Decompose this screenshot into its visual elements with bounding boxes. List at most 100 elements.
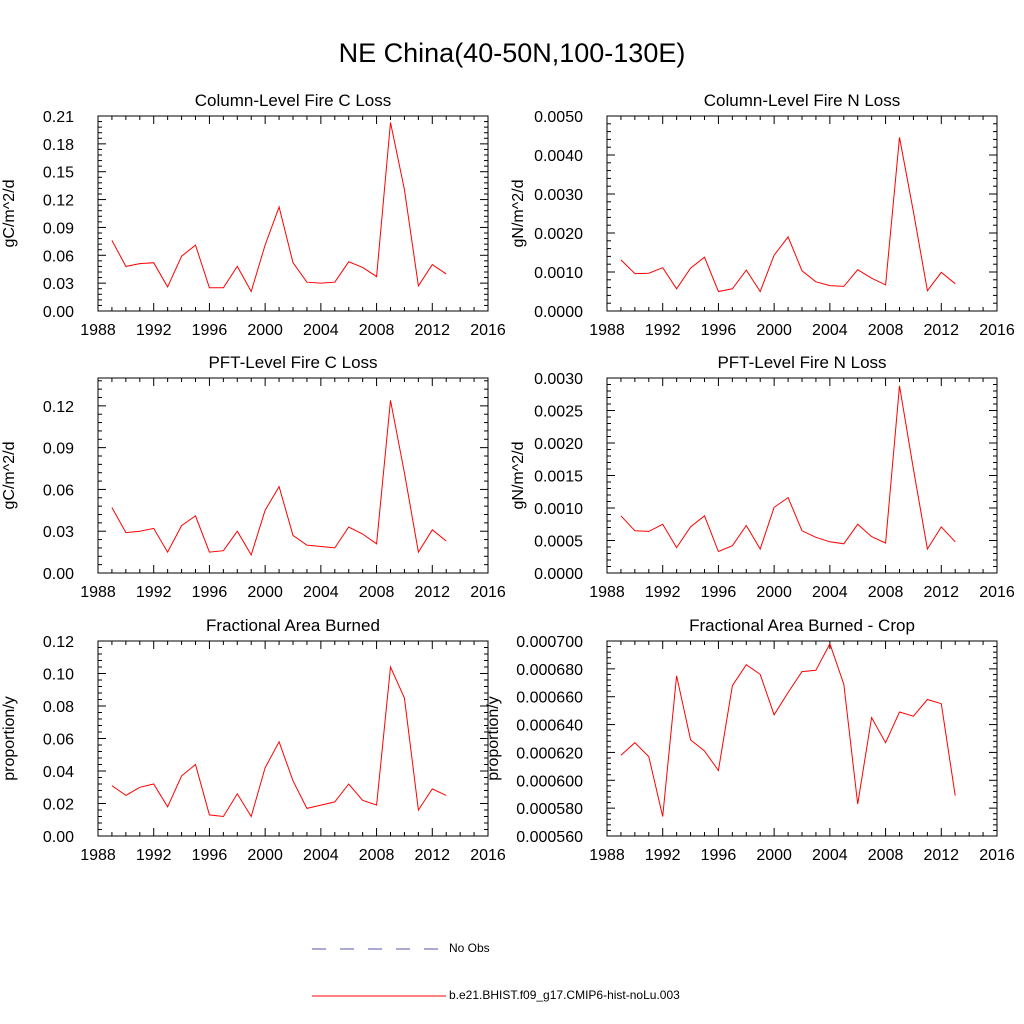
x-tick-label: 2012 <box>414 847 450 864</box>
series-line <box>111 122 447 293</box>
x-tick-label: 1988 <box>589 322 625 339</box>
x-tick-label: 1992 <box>645 322 681 339</box>
y-axis-label: gC/m^2/d <box>1 180 18 248</box>
x-tick-label: 2016 <box>470 322 506 339</box>
x-tick-label: 2016 <box>470 584 506 601</box>
x-tick-label: 1992 <box>645 584 681 601</box>
y-tick-label: 0.12 <box>43 634 74 651</box>
x-tick-label: 2016 <box>979 584 1015 601</box>
y-tick-label: 0.06 <box>43 248 74 265</box>
x-tick-label: 2000 <box>247 322 283 339</box>
chart-panel-3: 1988 1992 1996 2000 2004 2008 2012 2016 0.00 0.03… <box>1 353 506 601</box>
x-tick-label: 2012 <box>923 847 959 864</box>
y-tick-label: 0.0000 <box>534 304 583 321</box>
y-tick-label: 0.000620 <box>516 745 583 762</box>
x-tick-label: 1996 <box>192 847 228 864</box>
panel-title: PFT-Level Fire C Loss <box>208 353 377 372</box>
y-tick-label: 0.000600 <box>516 773 583 790</box>
x-tick-label: 2000 <box>756 322 792 339</box>
plot-frame <box>606 377 998 574</box>
y-tick-label: 0.000560 <box>516 829 583 846</box>
x-tick-label: 2004 <box>303 847 339 864</box>
x-tick-label: 1992 <box>645 847 681 864</box>
y-axis-label: gN/m^2/d <box>510 180 527 248</box>
x-tick-label: 2004 <box>812 322 848 339</box>
y-tick-label: 0.03 <box>43 276 74 293</box>
y-tick-label: 0.09 <box>43 220 74 237</box>
x-tick-label: 1988 <box>589 584 625 601</box>
x-tick-label: 2000 <box>756 584 792 601</box>
panel-title: Fractional Area Burned - Crop <box>689 616 915 635</box>
y-tick-label: 0.0020 <box>534 226 583 243</box>
y-axis-label: proportion/y <box>485 696 502 781</box>
x-tick-label: 1992 <box>136 322 172 339</box>
x-tick-label: 2004 <box>812 584 848 601</box>
series-line <box>620 385 956 553</box>
y-tick-label: 0.0005 <box>534 534 583 551</box>
x-tick-label: 2008 <box>868 322 904 339</box>
y-tick-label: 0.0010 <box>534 265 583 282</box>
plot-frame <box>97 115 489 312</box>
x-tick-label: 1988 <box>80 322 116 339</box>
x-tick-label: 2012 <box>923 322 959 339</box>
y-tick-label: 0.00 <box>43 829 74 846</box>
y-tick-label: 0.0040 <box>534 148 583 165</box>
x-tick-label: 2008 <box>359 847 395 864</box>
x-tick-label: 2004 <box>812 847 848 864</box>
x-tick-label: 2016 <box>979 322 1015 339</box>
y-tick-label: 0.0030 <box>534 187 583 204</box>
x-tick-label: 1988 <box>80 847 116 864</box>
panel-title: Fractional Area Burned <box>206 616 380 635</box>
y-tick-label: 0.0030 <box>534 371 583 388</box>
y-tick-label: 0.000660 <box>516 690 583 707</box>
y-tick-label: 0.0015 <box>534 469 583 486</box>
y-tick-label: 0.000700 <box>516 634 583 651</box>
y-tick-label: 0.10 <box>43 667 74 684</box>
chart-panel-4: 1988 1992 1996 2000 2004 2008 2012 2016 0.0000 0.… <box>510 353 1015 601</box>
y-tick-label: 0.15 <box>43 165 74 182</box>
y-tick-label: 0.04 <box>43 764 74 781</box>
series-line <box>620 642 956 817</box>
y-tick-label: 0.06 <box>43 482 74 499</box>
plot-frame <box>97 377 489 574</box>
x-tick-label: 2008 <box>359 322 395 339</box>
y-tick-label: 0.09 <box>43 441 74 458</box>
series-line <box>111 400 447 557</box>
x-tick-label: 2004 <box>303 322 339 339</box>
chart-panel-6: 1988 1992 1996 2000 2004 2008 2012 2016 0.000560… <box>485 616 1015 864</box>
x-tick-label: 2008 <box>868 847 904 864</box>
y-axis-label: gC/m^2/d <box>1 442 18 510</box>
x-tick-label: 1988 <box>589 847 625 864</box>
y-tick-label: 0.08 <box>43 699 74 716</box>
plot-frame <box>97 640 489 837</box>
y-tick-label: 0.06 <box>43 732 74 749</box>
x-tick-label: 2012 <box>923 584 959 601</box>
x-tick-label: 2012 <box>414 322 450 339</box>
x-tick-label: 1992 <box>136 847 172 864</box>
plot-frame <box>606 640 998 837</box>
x-tick-label: 1996 <box>192 322 228 339</box>
y-tick-label: 0.0050 <box>534 109 583 126</box>
y-tick-label: 0.000680 <box>516 662 583 679</box>
y-tick-label: 0.03 <box>43 524 74 541</box>
x-tick-label: 1996 <box>192 584 228 601</box>
series-line <box>620 137 956 293</box>
y-tick-label: 0.000580 <box>516 801 583 818</box>
y-tick-label: 0.00 <box>43 304 74 321</box>
y-tick-label: 0.0000 <box>534 566 583 583</box>
y-tick-label: 0.12 <box>43 399 74 416</box>
x-tick-label: 2016 <box>979 847 1015 864</box>
series-line <box>111 665 447 818</box>
y-tick-label: 0.00 <box>43 566 74 583</box>
x-tick-label: 2000 <box>247 847 283 864</box>
x-tick-label: 1988 <box>80 584 116 601</box>
panel-title: Column-Level Fire N Loss <box>704 91 901 110</box>
x-tick-label: 1996 <box>701 847 737 864</box>
x-tick-label: 2008 <box>868 584 904 601</box>
x-tick-label: 2012 <box>414 584 450 601</box>
y-axis-label: gN/m^2/d <box>510 442 527 510</box>
x-tick-label: 1996 <box>701 584 737 601</box>
chart-panel-5: 1988 1992 1996 2000 2004 2008 2012 2016 0.00 0.02… <box>1 616 506 864</box>
chart-panel-2: 1988 1992 1996 2000 2004 2008 2012 2016 0.0000 0.… <box>510 91 1015 339</box>
